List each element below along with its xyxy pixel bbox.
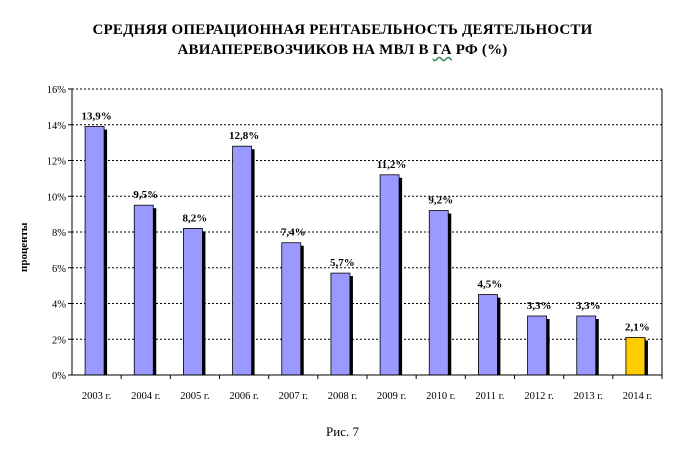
bar-shadow [546, 319, 550, 375]
y-tick-label: 12% [47, 157, 67, 168]
labels: 0% 2% 4% 6% 8% 10% 12% 14% 16% 13,9% 2003 г. 9,5% 20… [47, 85, 652, 402]
bar [183, 228, 203, 376]
data-label: 13,9% [81, 111, 111, 123]
bar [527, 315, 547, 376]
x-tick-label: 2006 г. [229, 391, 258, 402]
x-tick-label: 2013 г. [574, 391, 603, 402]
y-tick-label: 14% [47, 121, 67, 132]
bar [84, 126, 105, 376]
title-line-2-end: РФ (%) [451, 42, 508, 58]
x-tick-label: 2005 г. [180, 391, 209, 402]
gridlines [72, 88, 662, 340]
bar-shadow [349, 276, 353, 375]
data-label: 3,3% [576, 300, 601, 312]
bar-shadow [399, 177, 403, 375]
bar [576, 315, 597, 376]
bars [84, 126, 648, 376]
bar-shadow [104, 129, 108, 375]
y-tick-label: 2% [52, 335, 66, 346]
chart-title-line-1: СРЕДНЯЯ ОПЕРАЦИОННАЯ РЕНТАБЕЛЬНОСТЬ ДЕЯТ… [92, 22, 593, 38]
y-axis-label: проценты [18, 222, 30, 272]
bar [330, 272, 351, 376]
x-tick-label: 2008 г. [328, 391, 357, 402]
title-line-2-start: АВИАПЕРЕВОЗЧИКОВ НА МВЛ В [177, 42, 433, 58]
bar-shadow [300, 245, 304, 375]
x-tick-label: 2011 г. [475, 391, 504, 402]
y-tick-label: 6% [52, 264, 66, 275]
bar [428, 210, 449, 376]
bar-shadow [497, 297, 501, 375]
bar [281, 242, 302, 376]
bar-shadow [448, 213, 452, 375]
bar-shadow [251, 149, 255, 375]
y-tick-label: 8% [52, 228, 66, 239]
chart-title-line-2: АВИАПЕРЕВОЗЧИКОВ НА МВЛ В ГА РФ (%) [0, 42, 685, 59]
data-label: 9,5% [133, 189, 158, 201]
data-label: 4,5% [478, 279, 503, 291]
bar [232, 145, 252, 376]
x-tick-label: 2007 г. [279, 391, 308, 402]
x-tick-label: 2009 г. [377, 391, 406, 402]
data-label: 8,2% [183, 212, 208, 224]
data-label: 2,1% [625, 321, 650, 333]
data-label: 12,8% [229, 130, 259, 142]
bar [379, 174, 400, 376]
x-tick-label: 2014 г. [623, 391, 652, 402]
data-label: 5,7% [330, 257, 355, 269]
x-tick-label: 2012 г. [524, 391, 553, 402]
bar-shadow [153, 208, 157, 375]
bar [625, 337, 646, 376]
bar [478, 294, 498, 376]
bar-shadow [595, 319, 599, 375]
bar [133, 204, 154, 376]
x-tick-label: 2010 г. [426, 391, 455, 402]
data-label: 11,2% [377, 159, 407, 171]
data-label: 9,2% [428, 195, 453, 207]
y-tick-label: 4% [52, 300, 66, 311]
y-tick-label: 10% [47, 192, 67, 203]
axes [68, 88, 663, 379]
data-label: 7,4% [281, 227, 306, 239]
x-tick-label: 2003 г. [82, 391, 111, 402]
data-label: 3,3% [527, 300, 552, 312]
y-tick-label: 0% [52, 371, 66, 382]
figure-caption: Рис. 7 [326, 424, 359, 439]
title-line-2-marked: ГА [432, 42, 452, 58]
x-tick-label: 2004 г. [131, 391, 160, 402]
y-tick-label: 16% [47, 85, 67, 96]
bar-shadow [644, 340, 648, 375]
bar-shadow [202, 231, 206, 375]
